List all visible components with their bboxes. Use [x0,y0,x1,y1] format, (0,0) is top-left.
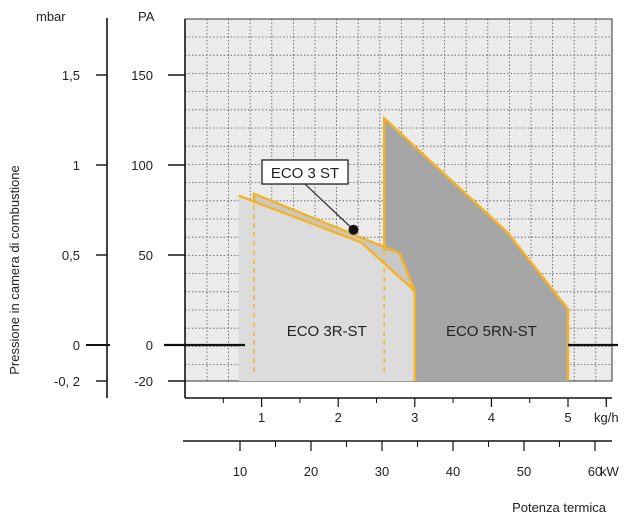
kw-tick-label: 30 [375,464,389,479]
outline-eco-5rn-st [383,115,570,381]
outline-eco-3r-st [238,194,416,381]
callout-dot [348,224,359,235]
kw-tick-label: 10 [233,464,247,479]
pa-tick-label: 50 [139,248,153,263]
kw-unit-label: kW [600,464,620,479]
kgh-tick-label: 3 [411,410,418,425]
mbar-tick-label: -0, 2 [54,374,80,389]
kgh-tick-label: 5 [564,410,571,425]
pa-tick-label: 0 [146,338,153,353]
kgh-tick-label: 2 [335,410,342,425]
mbar-tick-label: 0,5 [62,248,80,263]
kgh-unit-label: kg/h [594,410,619,425]
area-eco-5rn-st [384,118,568,381]
kw-tick-label: 20 [304,464,318,479]
callout-label: ECO 3 ST [271,165,339,182]
pa-tick-label: 150 [131,68,153,83]
area-eco-3r-st [238,195,415,381]
area-eco-3-st [253,193,415,291]
kgh-tick-label: 4 [488,410,495,425]
kw-tick-label: 50 [517,464,531,479]
pa-tick-label: -20 [134,374,153,389]
mbar-tick-label: 1,5 [62,68,80,83]
mbar-unit-label: mbar [36,9,66,24]
outline-eco-3-st [252,192,416,292]
kgh-tick-label: 1 [258,410,265,425]
pa-tick-label: 100 [131,158,153,173]
callout-leader [304,183,354,231]
callout-box [261,159,349,185]
kw-tick-label: 40 [446,464,460,479]
region-label-eco-5rn-st: ECO 5RN-ST [446,323,537,340]
y-axis-title: Pressione in camera di combustione [7,165,22,375]
region-label-eco-3r-st: ECO 3R-ST [287,323,367,340]
pa-unit-label: PA [138,9,155,24]
mbar-tick-label: 1 [73,158,80,173]
kw-tick-label: 60 [588,464,602,479]
x-axis-title: Potenza termica [512,500,607,515]
mbar-tick-label: 0 [73,338,80,353]
